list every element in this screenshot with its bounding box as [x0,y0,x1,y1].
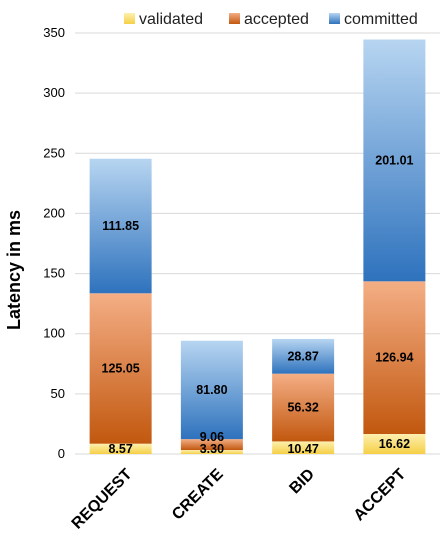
legend-swatch [229,13,240,24]
legend: validated accepted committed [124,11,418,28]
data-label: 81.80 [196,383,227,397]
bar-segment-accepted [363,281,426,435]
data-label: 10.47 [287,442,318,456]
bars [89,39,426,454]
x-tick-label: REQUEST [69,466,136,533]
y-tick-label: 50 [51,386,65,401]
y-tick-label: 350 [43,25,65,40]
bar-segment-validated [180,450,243,454]
y-tick-label: 250 [43,145,65,160]
y-axis-label: Latency in ms [4,210,24,330]
bar-segment-validated [363,434,426,454]
legend-swatch [124,13,135,24]
x-tick-label: ACCEPT [351,466,410,525]
bar-segment-validated [89,443,152,454]
data-label: 125.05 [102,361,140,375]
data-labels: 8.57 125.05 111.85 3.309.06 81.80 10.47 56.32 2… [102,153,414,456]
data-label: 9.06 [200,430,224,444]
data-label: 16.62 [379,437,410,451]
bar-segment-validated [272,441,335,454]
data-label: 201.01 [375,153,413,167]
x-tick-label: BID [286,466,318,498]
legend-label: committed [344,11,418,28]
legend-label: validated [139,11,203,28]
bar-segment-accepted [272,373,335,442]
data-label: 28.87 [287,349,318,363]
x-tick-labels: REQUEST CREATE BID ACCEPT [69,466,410,533]
data-label: 8.57 [108,442,132,456]
bar-segment-accepted [89,293,152,444]
data-label: 111.85 [102,219,139,233]
bar-segment-committed [272,338,335,374]
y-tick-label: 200 [43,205,65,220]
y-tick-label: 150 [43,266,65,281]
legend-swatch [329,13,340,24]
y-tick-labels: 0 50 100 150 200 250 300 350 [43,25,65,461]
data-label: 56.32 [287,401,318,415]
legend-label: accepted [244,11,309,28]
x-tick-label: CREATE [169,466,227,524]
y-tick-label: 300 [43,85,65,100]
bar-segment-committed [363,39,426,282]
data-label: 3.30 [200,442,224,456]
y-tick-label: 0 [58,446,65,461]
bar-segment-committed [180,340,243,440]
data-label: 126.94 [375,351,413,365]
bar-segment-accepted [180,439,243,451]
y-tick-label: 100 [43,326,65,341]
bar-segment-committed [89,158,152,294]
